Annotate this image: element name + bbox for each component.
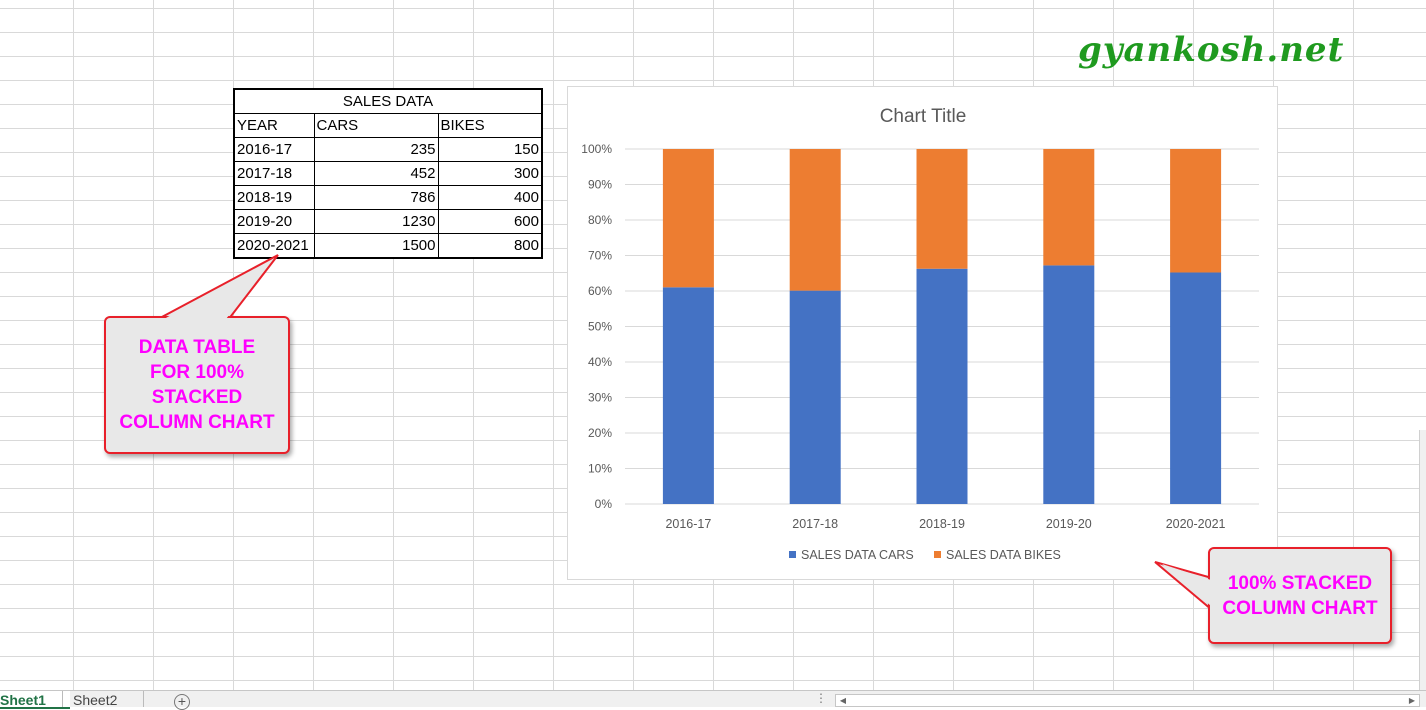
sales-data-table: SALES DATA YEAR CARS BIKES 2016-17 235 1… [233, 88, 543, 259]
year-cell[interactable]: 2017-18 [233, 161, 315, 186]
y-tick-label: 50% [588, 320, 612, 334]
bar-bikes [662, 149, 714, 288]
legend-label-cars: SALES DATA CARS [801, 548, 914, 562]
cars-cell[interactable]: 1230 [313, 209, 439, 234]
bar-cars [662, 287, 714, 504]
bikes-cell[interactable]: 150 [437, 137, 543, 162]
add-sheet-icon[interactable]: + [174, 694, 190, 710]
chart-area[interactable]: Chart Title 0% 10% 20% 30% 40% 50% 60% 70% 80% 90%… [567, 86, 1278, 580]
table-row: 2017-18 452 300 [233, 161, 543, 186]
watermark-logo: gyankosh.net [1078, 30, 1345, 70]
tab-sheet1[interactable]: Sheet1 [0, 691, 70, 709]
bar-bikes [916, 149, 968, 269]
callout-line: 100% STACKED [1227, 572, 1373, 594]
x-tick-label: 2020-2021 [1166, 517, 1226, 531]
vertical-scrollbar[interactable] [1419, 430, 1426, 690]
cars-cell[interactable]: 1500 [313, 233, 439, 259]
callout-line: STACKED [151, 387, 243, 408]
tab-sheet2[interactable]: Sheet2 [62, 691, 144, 707]
callout-line: FOR 100% [150, 362, 244, 383]
header-year-cell[interactable]: YEAR [233, 113, 315, 138]
y-tick-label: 100% [581, 142, 612, 156]
bikes-cell[interactable]: 300 [437, 161, 543, 186]
y-tick-label: 0% [595, 497, 613, 511]
y-tick-label: 80% [588, 213, 612, 227]
header-bikes-cell[interactable]: BIKES [437, 113, 543, 138]
bar-bikes [1043, 149, 1095, 266]
scroll-left-icon[interactable]: ◀ [839, 696, 847, 705]
legend-swatch-cars [789, 551, 796, 558]
cars-cell[interactable]: 452 [313, 161, 439, 186]
bar-cars [789, 290, 841, 504]
horizontal-scrollbar[interactable]: ◀ ▶ [835, 694, 1420, 707]
y-tick-label: 90% [588, 178, 612, 192]
tab-split-handle-icon[interactable]: ⋮ [815, 691, 827, 705]
bikes-cell[interactable]: 400 [437, 185, 543, 210]
bar-cars [1043, 265, 1095, 504]
callout-line: DATA TABLE [138, 337, 256, 358]
x-tick-label: 2016-17 [665, 517, 711, 531]
y-tick-label: 10% [588, 462, 612, 476]
legend-swatch-bikes [934, 551, 941, 558]
table-header-row: YEAR CARS BIKES [233, 113, 543, 138]
y-tick-label: 70% [588, 249, 612, 263]
bikes-cell[interactable]: 600 [437, 209, 543, 234]
stacked-column-chart: Chart Title 0% 10% 20% 30% 40% 50% 60% 70% 80% 90%… [581, 106, 1259, 562]
bar-bikes [789, 149, 841, 291]
x-tick-label: 2019-20 [1046, 517, 1092, 531]
bar-bikes [1170, 149, 1222, 273]
table-row: 2019-20 1230 600 [233, 209, 543, 234]
year-cell[interactable]: 2019-20 [233, 209, 315, 234]
cars-cell[interactable]: 786 [313, 185, 439, 210]
chart-title: Chart Title [880, 106, 967, 127]
y-tick-label: 60% [588, 284, 612, 298]
callout-line: COLUMN CHART [1222, 597, 1378, 619]
cars-cell[interactable]: 235 [313, 137, 439, 162]
callout-table-note-box: DATA TABLE FOR 100% STACKED COLUMN CHART [104, 316, 290, 454]
sheet-tab-bar: Sheet1 Sheet2 + ⋮ ◀ ▶ [0, 690, 1426, 710]
y-tick-label: 30% [588, 391, 612, 405]
table-row: 2018-19 786 400 [233, 185, 543, 210]
scroll-right-icon[interactable]: ▶ [1408, 696, 1416, 705]
bar-cars [916, 268, 968, 504]
callout-line: COLUMN CHART [119, 412, 275, 433]
header-cars-cell[interactable]: CARS [313, 113, 439, 138]
x-tick-label: 2018-19 [919, 517, 965, 531]
table-row: 2020-2021 1500 800 [233, 233, 543, 259]
bar-cars [1170, 272, 1222, 504]
year-cell[interactable]: 2020-2021 [233, 233, 315, 259]
y-tick-label: 20% [588, 426, 612, 440]
bikes-cell[interactable]: 800 [437, 233, 543, 259]
callout-chart-note-box: 100% STACKED COLUMN CHART [1208, 547, 1392, 644]
y-tick-label: 40% [588, 355, 612, 369]
callout-pointer-cover [164, 262, 270, 319]
legend-label-bikes: SALES DATA BIKES [946, 548, 1061, 562]
x-tick-label: 2017-18 [792, 517, 838, 531]
year-cell[interactable]: 2016-17 [233, 137, 315, 162]
